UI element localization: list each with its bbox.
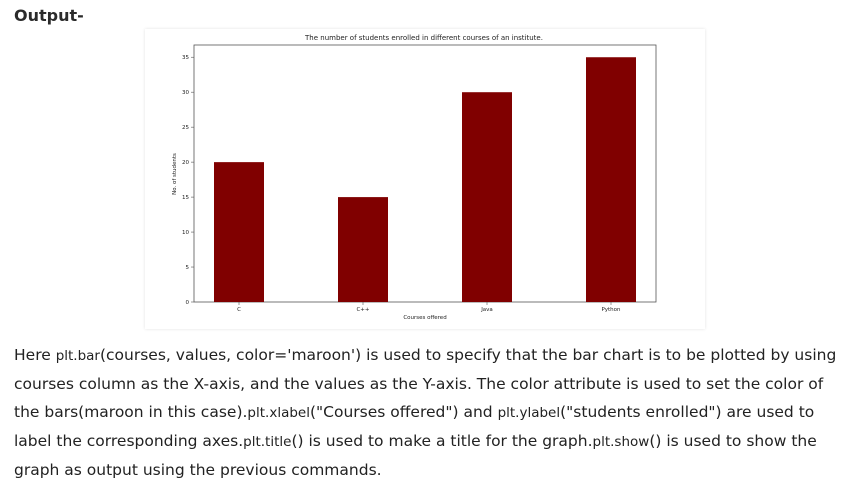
chart-figure: The number of students enrolled in diffe… xyxy=(145,29,705,329)
bar-java xyxy=(462,92,512,302)
y-tick-label: 5 xyxy=(186,265,190,271)
y-tick-label: 10 xyxy=(182,230,189,236)
y-tick-label: 35 xyxy=(182,55,189,61)
code-plt-title: plt.title xyxy=(243,434,292,450)
paragraph-text: ("students enrolled") are used to label … xyxy=(14,403,815,450)
paragraph-text: () is used to show the graph as output u… xyxy=(14,432,817,479)
x-tick-label: C xyxy=(237,307,241,313)
bar-chart: The number of students enrolled in diffe… xyxy=(172,34,657,321)
y-tick-label: 0 xyxy=(186,300,190,306)
y-tick-label: 30 xyxy=(182,90,189,96)
bar-c xyxy=(214,162,264,302)
bar-python xyxy=(586,57,636,302)
y-axis-label: No. of students xyxy=(172,153,178,195)
x-tick-label: Java xyxy=(480,307,493,313)
y-tick-label: 15 xyxy=(182,195,189,201)
paragraph-text: Here xyxy=(14,346,56,364)
explanation-paragraph: Here plt.bar(courses, values, color='mar… xyxy=(14,341,844,484)
x-tick-label: Python xyxy=(601,307,621,313)
code-plt-bar: plt.bar xyxy=(55,348,100,364)
paragraph-text: () is used to make a title for the graph… xyxy=(291,432,593,450)
code-plt-ylabel: plt.ylabel xyxy=(497,405,561,421)
output-heading: Output- xyxy=(14,6,84,25)
y-tick-label: 20 xyxy=(182,160,189,166)
x-tick-label: C++ xyxy=(356,307,369,313)
chart-title: The number of students enrolled in diffe… xyxy=(304,34,543,42)
paragraph-text: (courses, values, color='maroon') is use… xyxy=(14,346,837,421)
code-plt-xlabel: plt.xlabel xyxy=(247,405,310,421)
x-axis-label: Courses offered xyxy=(403,315,446,321)
code-plt-show: plt.show xyxy=(592,434,650,450)
bar-cpp xyxy=(338,197,388,302)
y-tick-label: 25 xyxy=(182,125,189,131)
paragraph-text: ("Courses offered") and xyxy=(309,403,498,421)
plot-frame xyxy=(193,44,657,303)
